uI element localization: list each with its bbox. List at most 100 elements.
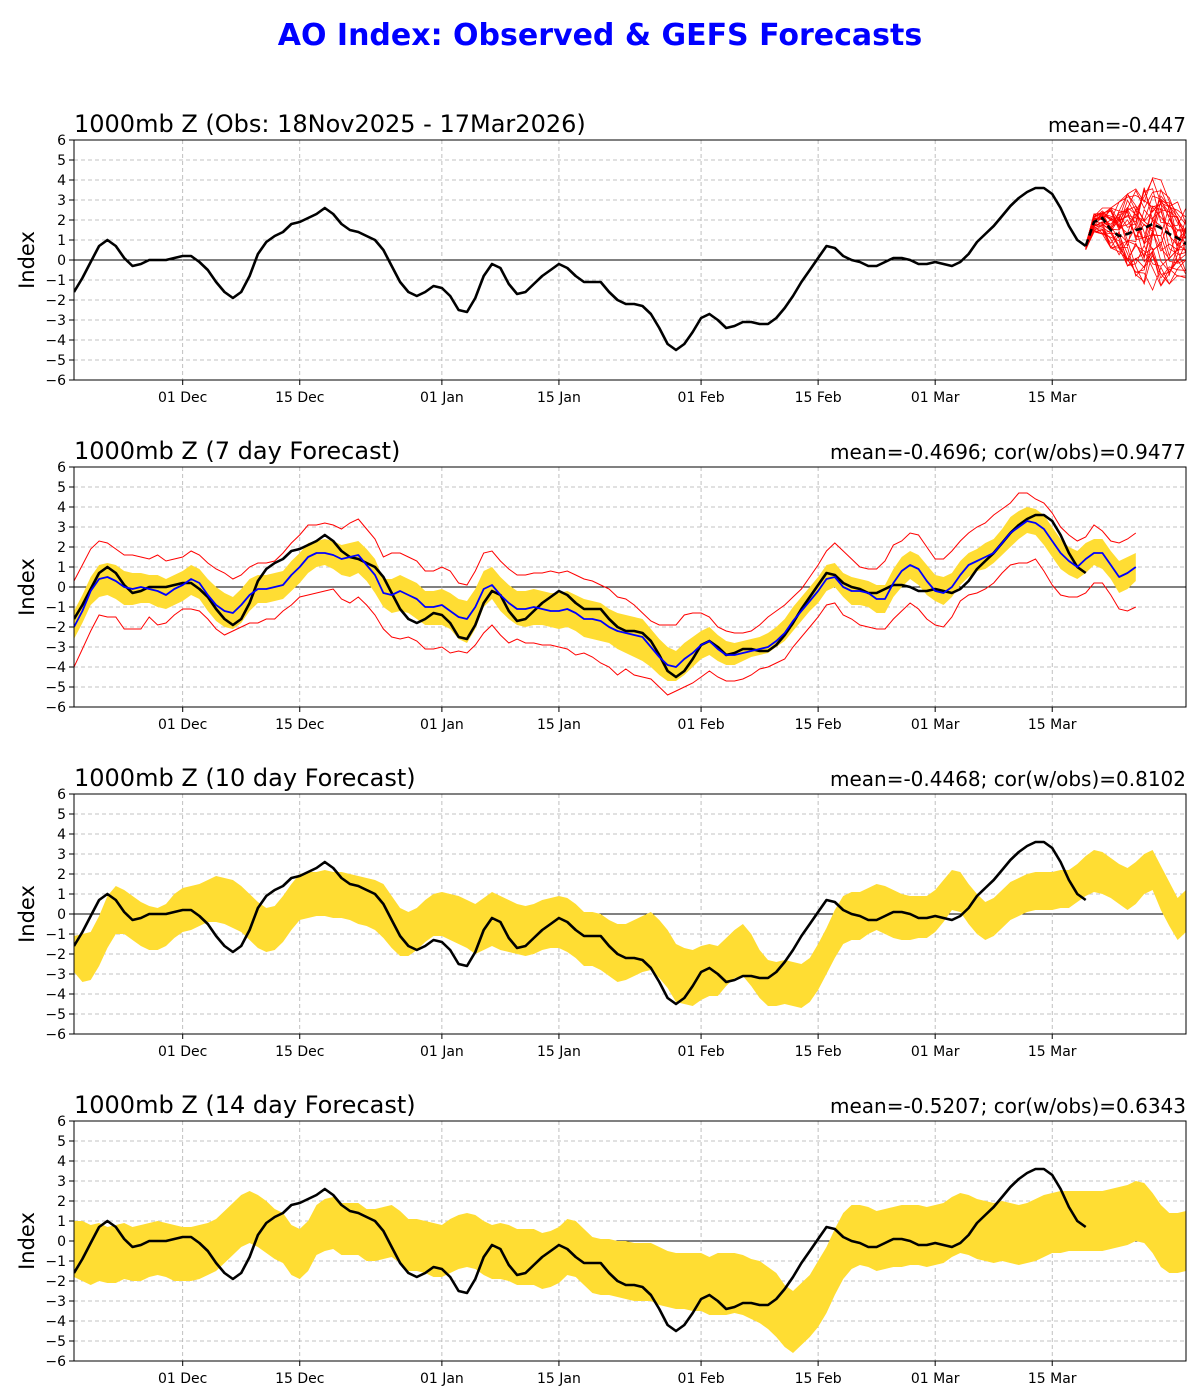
x-tick-label: 15 Mar	[1028, 1044, 1077, 1060]
y-tick-label: −2	[45, 293, 66, 309]
x-tick-label: 15 Feb	[795, 1044, 842, 1060]
y-tick-label: 6	[57, 460, 66, 476]
y-tick-label: 5	[57, 153, 66, 169]
y-tick-label: 3	[57, 193, 66, 209]
observed-line	[74, 1167, 1087, 1333]
y-tick-label: −4	[45, 333, 66, 349]
y-tick-label: 4	[57, 500, 66, 516]
x-tick-label: 15 Mar	[1028, 390, 1077, 406]
y-tick-label: 1	[57, 560, 66, 576]
y-tick-label: 0	[57, 253, 66, 269]
y-tick-label: 1	[57, 1214, 66, 1230]
y-tick-label: −3	[45, 640, 66, 656]
x-tick-label: 01 Feb	[678, 1371, 725, 1387]
x-tick-label: 01 Feb	[678, 1044, 725, 1060]
max-envelope-line	[74, 492, 1137, 634]
x-tick-label: 15 Feb	[795, 390, 842, 406]
y-tick-label: 2	[57, 867, 66, 883]
observed-line	[74, 840, 1087, 1006]
x-tick-label: 15 Dec	[275, 717, 324, 733]
y-tick-label: −6	[45, 373, 66, 389]
series-layer	[74, 492, 1137, 696]
x-tick-label: 15 Dec	[275, 390, 324, 406]
x-tick-label: 01 Mar	[911, 1371, 960, 1387]
ensemble-member-line	[1085, 200, 1186, 251]
panel-stat-label: mean=-0.4468; cor(w/obs)=0.8102	[830, 767, 1186, 791]
x-tick-label: 01 Dec	[158, 390, 207, 406]
y-tick-label: −3	[45, 967, 66, 983]
panel-title: 1000mb Z (10 day Forecast)	[74, 764, 416, 792]
panel-title: 1000mb Z (Obs: 18Nov2025 - 17Mar2026)	[74, 110, 586, 138]
y-tick-label: 5	[57, 480, 66, 496]
x-tick-label: 01 Feb	[678, 717, 725, 733]
ensemble-member-line	[1085, 229, 1186, 273]
x-tick-label: 15 Mar	[1028, 1371, 1077, 1387]
y-tick-label: 2	[57, 1194, 66, 1210]
y-tick-label: 5	[57, 807, 66, 823]
x-tick-label: 01 Dec	[158, 717, 207, 733]
y-tick-label: 3	[57, 1174, 66, 1190]
x-tick-label: 01 Mar	[911, 717, 960, 733]
y-tick-label: −3	[45, 313, 66, 329]
panel-stat-label: mean=-0.447	[1048, 113, 1186, 137]
forecast-mean-line	[74, 520, 1137, 668]
y-tick-label: 1	[57, 887, 66, 903]
chart-panel-1: −6 −5 −4 −3 −2 −1 0 1 2 3 4 5 6 01 Dec 15 Dec 01 Jan 15 …	[15, 110, 1187, 406]
min-envelope-line	[74, 558, 1137, 696]
y-tick-label: −5	[45, 353, 66, 369]
spread-band	[74, 850, 1186, 1008]
y-tick-label: −6	[45, 1027, 66, 1043]
x-tick-label: 01 Jan	[420, 1044, 464, 1060]
ensemble-member-line	[1085, 228, 1186, 275]
chart-panel-4: −6 −5 −4 −3 −2 −1 0 1 2 3 4 5 6 01 Dec 15 Dec 01 Jan 15 …	[15, 1091, 1187, 1387]
x-tick-label: 01 Mar	[911, 1044, 960, 1060]
chart-panel-2: −6 −5 −4 −3 −2 −1 0 1 2 3 4 5 6 01 Dec 15 Dec 01 Jan 15 …	[15, 437, 1187, 733]
y-tick-label: −2	[45, 620, 66, 636]
y-tick-label: 4	[57, 173, 66, 189]
x-tick-label: 15 Jan	[537, 1371, 581, 1387]
y-tick-label: 0	[57, 1234, 66, 1250]
y-tick-label: −1	[45, 600, 66, 616]
series-layer	[74, 840, 1186, 1008]
y-axis-label: Index	[15, 231, 39, 289]
y-tick-label: 2	[57, 540, 66, 556]
y-axis-label: Index	[15, 1212, 39, 1270]
y-tick-label: −5	[45, 1334, 66, 1350]
ensemble-member-line	[1085, 223, 1186, 277]
y-tick-label: 6	[57, 133, 66, 149]
y-tick-label: 1	[57, 233, 66, 249]
y-tick-label: −6	[45, 1354, 66, 1370]
y-tick-label: 6	[57, 787, 66, 803]
y-tick-label: 4	[57, 1154, 66, 1170]
ensemble-mean-line	[1084, 216, 1186, 247]
x-tick-label: 01 Dec	[158, 1044, 207, 1060]
x-tick-label: 15 Feb	[795, 1371, 842, 1387]
series-layer	[74, 177, 1186, 352]
observed-line	[74, 513, 1087, 679]
observed-line	[74, 186, 1087, 352]
x-tick-label: 15 Jan	[537, 717, 581, 733]
spread-band	[74, 1181, 1186, 1353]
y-tick-label: −3	[45, 1294, 66, 1310]
x-tick-label: 01 Feb	[678, 390, 725, 406]
y-tick-label: 0	[57, 907, 66, 923]
x-tick-label: 01 Jan	[420, 390, 464, 406]
panel-title: 1000mb Z (14 day Forecast)	[74, 1091, 416, 1119]
ensemble-member-line	[1085, 225, 1186, 279]
y-tick-label: −1	[45, 1254, 66, 1270]
y-axis-label: Index	[15, 558, 39, 616]
x-tick-label: 15 Jan	[537, 390, 581, 406]
main-title: AO Index: Observed & GEFS Forecasts	[277, 18, 923, 53]
y-axis-label: Index	[15, 885, 39, 943]
x-tick-label: 01 Jan	[420, 717, 464, 733]
panel-stat-label: mean=-0.5207; cor(w/obs)=0.6343	[830, 1094, 1186, 1118]
y-tick-label: 3	[57, 520, 66, 536]
x-tick-label: 01 Dec	[158, 1371, 207, 1387]
y-tick-label: −2	[45, 947, 66, 963]
y-tick-label: −5	[45, 680, 66, 696]
ensemble-member-line	[1085, 204, 1186, 246]
y-tick-label: 2	[57, 213, 66, 229]
y-tick-label: −4	[45, 987, 66, 1003]
ensemble-member-line	[1085, 207, 1186, 255]
